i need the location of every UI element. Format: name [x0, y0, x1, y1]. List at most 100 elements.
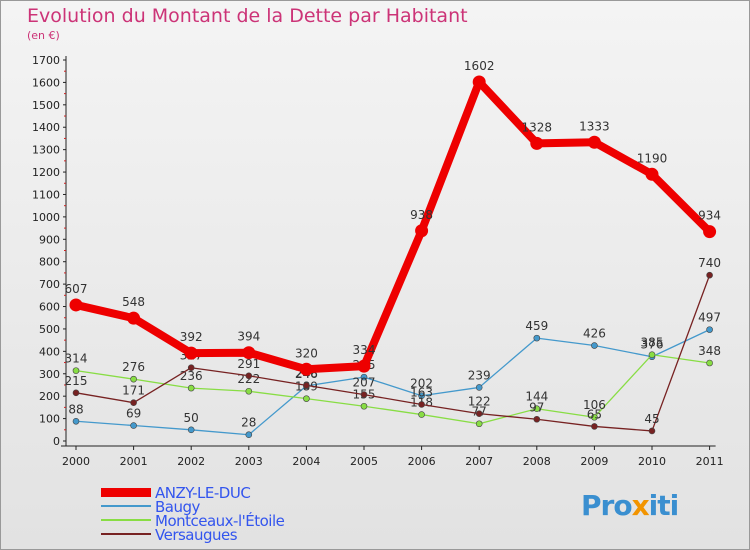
- data-point: [357, 359, 371, 373]
- series-line: [72, 77, 714, 374]
- data-point: [591, 413, 598, 421]
- data-point: [360, 402, 368, 410]
- data-point: [360, 391, 368, 398]
- data-point: [184, 346, 198, 360]
- data-label: 236: [180, 369, 203, 383]
- series-line: [75, 354, 711, 425]
- data-point: [645, 167, 659, 181]
- x-tick-label: 2010: [638, 455, 666, 468]
- data-point: [130, 399, 137, 406]
- x-tick-label: 2009: [580, 455, 608, 468]
- data-label: 1328: [522, 120, 553, 134]
- data-label: 69: [126, 407, 141, 421]
- data-label: 1333: [579, 119, 610, 133]
- data-label: 376: [641, 338, 664, 352]
- data-point: [475, 420, 483, 428]
- data-point: [245, 387, 253, 395]
- legend-label: Baugy: [155, 498, 200, 516]
- y-tick-label: 1200: [32, 166, 60, 179]
- data-point: [703, 225, 717, 239]
- data-label: 1602: [464, 59, 495, 73]
- data-point: [475, 384, 483, 391]
- x-tick-label: 2007: [465, 455, 493, 468]
- data-label: 607: [65, 282, 88, 296]
- data-label: 202: [410, 377, 433, 391]
- data-point: [533, 405, 541, 413]
- legend-swatch: [101, 519, 151, 521]
- x-tick-label: 2008: [523, 455, 551, 468]
- data-point: [69, 298, 83, 312]
- y-tick-label: 400: [39, 345, 60, 358]
- x-tick-label: 2003: [235, 455, 263, 468]
- data-point: [130, 422, 137, 429]
- y-tick-label: 1500: [32, 99, 60, 112]
- series-versaugues: 215171327291248207163122976545740: [65, 256, 721, 435]
- data-point: [418, 401, 425, 408]
- x-tick-label: 2004: [292, 455, 320, 468]
- data-label: 394: [237, 330, 260, 344]
- data-label: 426: [583, 327, 606, 341]
- data-point: [72, 389, 80, 397]
- data-label: 740: [698, 256, 721, 270]
- data-point: [415, 224, 429, 238]
- y-tick-label: 800: [39, 256, 60, 269]
- data-point: [130, 375, 137, 383]
- data-label: 215: [65, 374, 88, 388]
- data-label: 106: [583, 398, 606, 412]
- data-label: 934: [698, 209, 721, 223]
- legend-label: ANZY-LE-DUC: [155, 484, 251, 502]
- data-point: [648, 351, 656, 359]
- data-label: 163: [410, 385, 433, 399]
- series-montceaux-l-toile: 31427623622218915511877144106385348: [65, 336, 721, 428]
- y-tick-label: 1100: [32, 188, 60, 201]
- data-label: 497: [698, 311, 721, 325]
- series-baugy: 88695028246285202239459426376497: [68, 311, 721, 439]
- data-point: [187, 364, 195, 372]
- y-tick-label: 1000: [32, 211, 60, 224]
- series-line: [75, 274, 711, 432]
- legend-swatch: [101, 505, 151, 507]
- data-point: [706, 326, 713, 333]
- data-label: 171: [122, 384, 145, 398]
- data-label: 144: [525, 390, 548, 404]
- data-label: 276: [122, 360, 145, 374]
- data-point: [706, 271, 713, 279]
- data-point: [530, 136, 544, 150]
- data-label: 348: [698, 344, 721, 358]
- y-tick-label: 1400: [32, 121, 60, 134]
- logo-part-3: iti: [648, 489, 680, 522]
- data-label: 122: [468, 395, 491, 409]
- y-tick-label: 0: [53, 435, 60, 448]
- data-label: 50: [184, 411, 199, 425]
- data-label: 385: [641, 336, 664, 350]
- proxiti-logo: Proxiti: [581, 489, 680, 522]
- x-tick-label: 2011: [696, 455, 724, 468]
- data-label: 1190: [637, 151, 668, 165]
- data-label: 207: [353, 376, 376, 390]
- data-point: [533, 415, 541, 423]
- y-tick-label: 900: [39, 233, 60, 246]
- data-label: 320: [295, 346, 318, 360]
- data-point: [533, 334, 541, 342]
- data-label: 222: [237, 372, 260, 386]
- y-tick-label: 1300: [32, 144, 60, 157]
- y-tick-label: 1600: [32, 76, 60, 89]
- data-label: 459: [525, 319, 548, 333]
- chart-title: Evolution du Montant de la Dette par Hab…: [27, 5, 468, 27]
- data-point: [472, 75, 486, 89]
- data-label: 65: [587, 407, 602, 421]
- data-label: 45: [644, 412, 659, 426]
- data-point: [303, 395, 310, 402]
- data-point: [303, 382, 310, 389]
- y-tick-label: 200: [39, 390, 60, 403]
- y-tick-label: 100: [39, 413, 60, 426]
- data-point: [299, 362, 313, 376]
- data-label: 97: [529, 400, 544, 414]
- data-point: [127, 311, 141, 325]
- data-point: [591, 423, 598, 430]
- data-label: 938: [410, 208, 433, 222]
- data-point: [360, 373, 368, 381]
- data-point: [72, 367, 80, 374]
